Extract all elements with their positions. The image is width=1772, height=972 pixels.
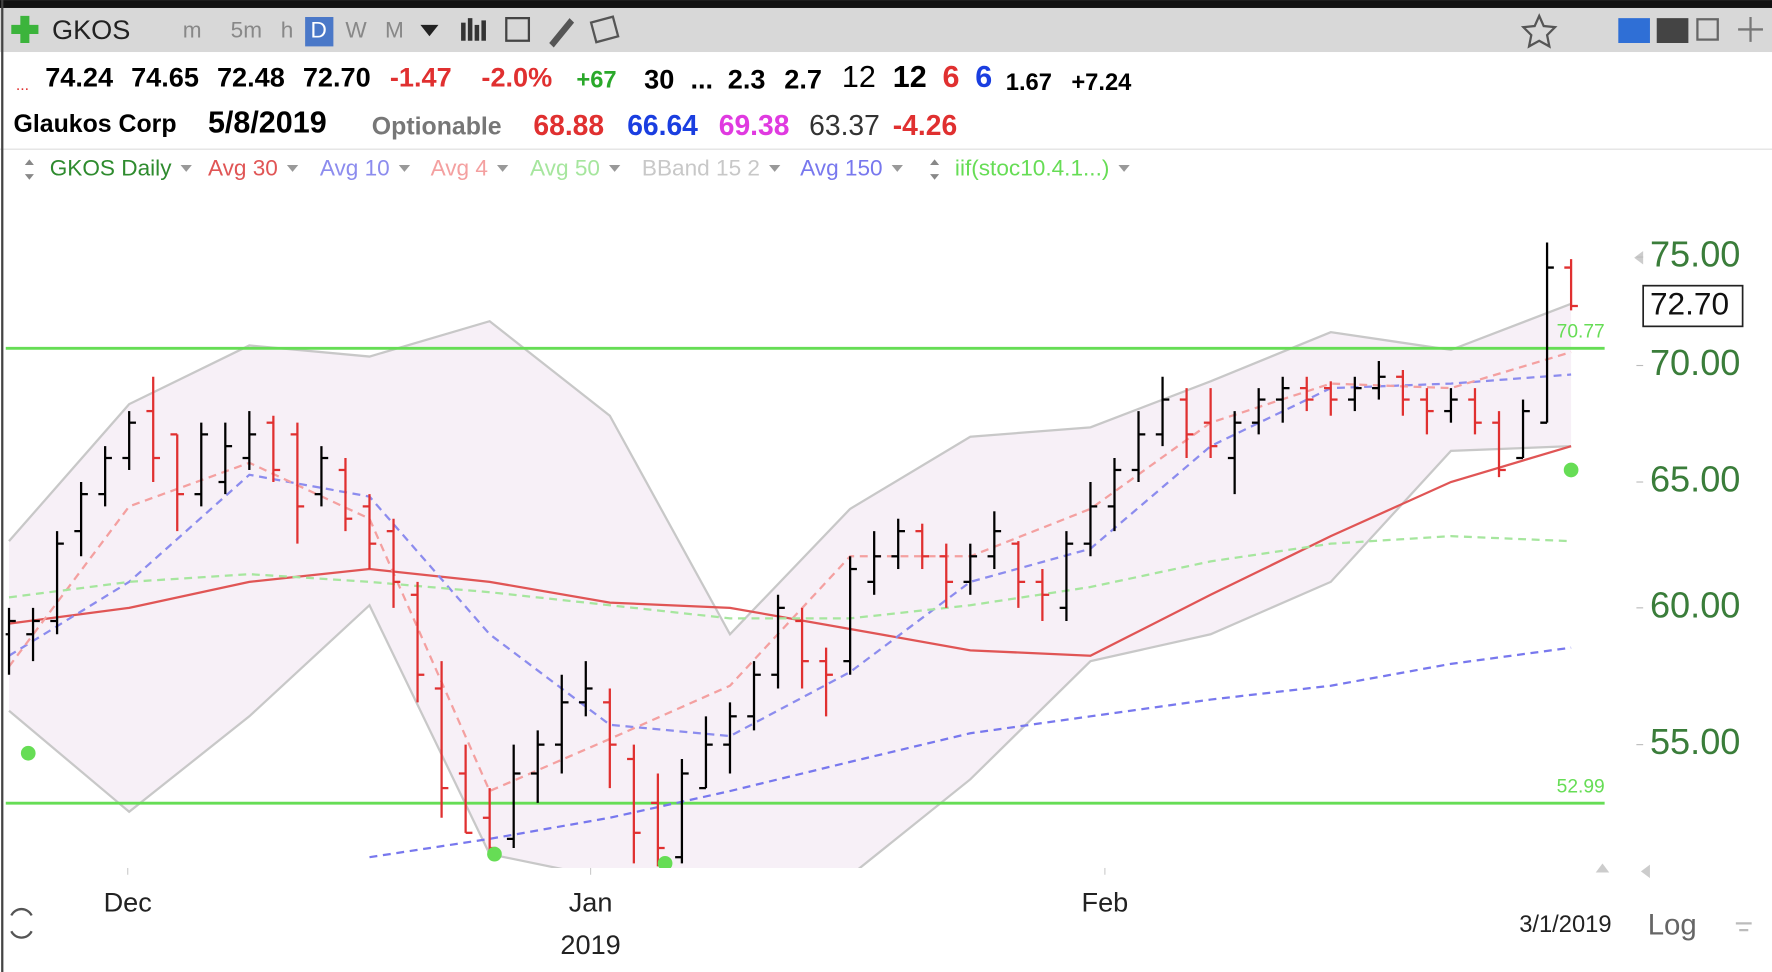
quote-item: +7.24 xyxy=(1071,70,1132,96)
interval[interactable]: D xyxy=(311,18,327,43)
interval[interactable]: W xyxy=(345,18,367,43)
scroll-left[interactable] xyxy=(1634,250,1644,265)
quote-item: -1.47 xyxy=(390,61,452,92)
quote-item: 74.65 xyxy=(131,61,199,92)
draw-icon[interactable] xyxy=(549,18,575,48)
quote-item: 72.48 xyxy=(217,61,285,92)
legend-entry[interactable]: GKOS Daily xyxy=(50,156,172,181)
interval[interactable]: M xyxy=(385,18,404,43)
grid-icon[interactable] xyxy=(505,17,531,42)
date: 5/8/2019 xyxy=(208,105,327,139)
legend-dropdown xyxy=(608,165,621,172)
signal-dot xyxy=(1563,462,1579,478)
company-name: Glaukos Corp xyxy=(14,110,177,138)
t-icon[interactable] xyxy=(1656,18,1689,43)
interval[interactable]: h xyxy=(281,18,294,43)
moving-average xyxy=(8,351,1572,793)
year-label: 2019 xyxy=(560,929,620,960)
legend-entry[interactable]: Avg 10 xyxy=(320,156,390,181)
info-value: -4.26 xyxy=(893,109,957,141)
legend-entry[interactable]: Avg 50 xyxy=(530,156,600,181)
info-value: 63.37 xyxy=(809,109,880,141)
quote-item: 74.24 xyxy=(45,61,113,92)
moving-average xyxy=(8,445,1572,657)
horizontal-line-label: 52.99 xyxy=(1557,776,1605,797)
info-value: 66.64 xyxy=(627,109,698,141)
moving-average xyxy=(369,646,1572,859)
x-tick-label: Feb xyxy=(1082,886,1129,917)
toolbar xyxy=(0,0,1772,53)
legend-dropdown xyxy=(891,165,903,172)
legend-dropdown xyxy=(769,165,781,172)
y-tick-label: 75.00 xyxy=(1650,234,1740,275)
y-tick-label: 65.00 xyxy=(1650,459,1740,500)
legend-entry[interactable]: Avg 150 xyxy=(800,156,883,181)
last-price-box xyxy=(1642,284,1744,328)
quote-item: 1.67 xyxy=(1006,70,1052,96)
legend-entry[interactable]: iif(stoc10.4.1...) xyxy=(955,156,1109,181)
y-tick-label: 55.00 xyxy=(1650,721,1740,762)
quote-item: 6 xyxy=(943,60,960,94)
note-icon[interactable] xyxy=(589,15,620,44)
interval[interactable]: 5m xyxy=(231,18,262,43)
scroll-left[interactable] xyxy=(1640,864,1650,879)
signal-dot xyxy=(20,745,36,761)
refresh-icon[interactable] xyxy=(10,907,33,939)
legend-entry[interactable]: Avg 30 xyxy=(208,156,278,181)
x-tick-label: Dec xyxy=(104,886,152,917)
legend-dropdown xyxy=(286,165,299,172)
signal-dot xyxy=(487,846,502,862)
date-label: 3/1/2019 xyxy=(1519,912,1611,938)
legend: GKOS Daily Avg 30 Avg 10 Avg 4 Avg 50 BBand 1… xyxy=(24,156,1130,181)
quote-item: 12 xyxy=(842,60,876,94)
quote-item: -2.0% xyxy=(481,61,552,92)
legend-arrows xyxy=(24,159,34,180)
quote-item: 2.3 xyxy=(728,64,766,95)
quote-item: 6 xyxy=(975,60,992,94)
band-fill xyxy=(9,303,1572,868)
band-line xyxy=(8,445,1572,868)
y-tick-label: 60.00 xyxy=(1650,584,1740,625)
dropdown-icon[interactable] xyxy=(420,24,439,37)
signal-dot xyxy=(657,856,673,868)
quote-item: ... xyxy=(690,64,713,95)
quote-item: 2.7 xyxy=(784,64,822,95)
legend-entry[interactable]: Avg 4 xyxy=(431,156,488,181)
y-tick-label: 70.00 xyxy=(1650,342,1740,383)
scroll-up[interactable] xyxy=(1595,863,1610,873)
quote-item: ... xyxy=(16,77,29,94)
moving-average xyxy=(8,535,1572,620)
legend-dropdown xyxy=(398,165,411,172)
move-icon[interactable] xyxy=(1738,17,1763,42)
info-value: 68.88 xyxy=(533,109,604,141)
quote-item: 72.70 xyxy=(303,61,371,92)
bars-icon[interactable] xyxy=(461,18,486,41)
plot-area xyxy=(5,242,1605,868)
menu-icon[interactable] xyxy=(1735,922,1752,932)
window-icon[interactable] xyxy=(1696,18,1719,41)
add-icon[interactable] xyxy=(11,15,39,43)
quote-item: 30 xyxy=(644,64,674,95)
quote-item: +67 xyxy=(576,68,616,94)
quote-item: 12 xyxy=(893,60,927,94)
x-tick-label: Jan xyxy=(569,886,613,917)
info-value: 69.38 xyxy=(719,109,790,141)
star-icon[interactable] xyxy=(1520,13,1558,49)
top-border xyxy=(0,0,1772,8)
legend-dropdown xyxy=(1118,165,1130,172)
last-price-label: 72.70 xyxy=(1650,285,1729,321)
legend-arrows xyxy=(930,159,940,180)
legend-dropdown xyxy=(496,165,509,172)
scale-label: Log xyxy=(1648,909,1697,942)
horizontal-line-label: 70.77 xyxy=(1557,322,1605,343)
legend-entry[interactable]: BBand 15 2 xyxy=(642,156,760,181)
interval[interactable]: m xyxy=(183,18,202,43)
optionable: Optionable xyxy=(372,112,502,140)
legend-dropdown xyxy=(180,165,192,172)
s-icon[interactable] xyxy=(1618,18,1650,43)
symbol[interactable]: GKOS xyxy=(52,14,130,45)
interval-selected xyxy=(305,17,334,47)
